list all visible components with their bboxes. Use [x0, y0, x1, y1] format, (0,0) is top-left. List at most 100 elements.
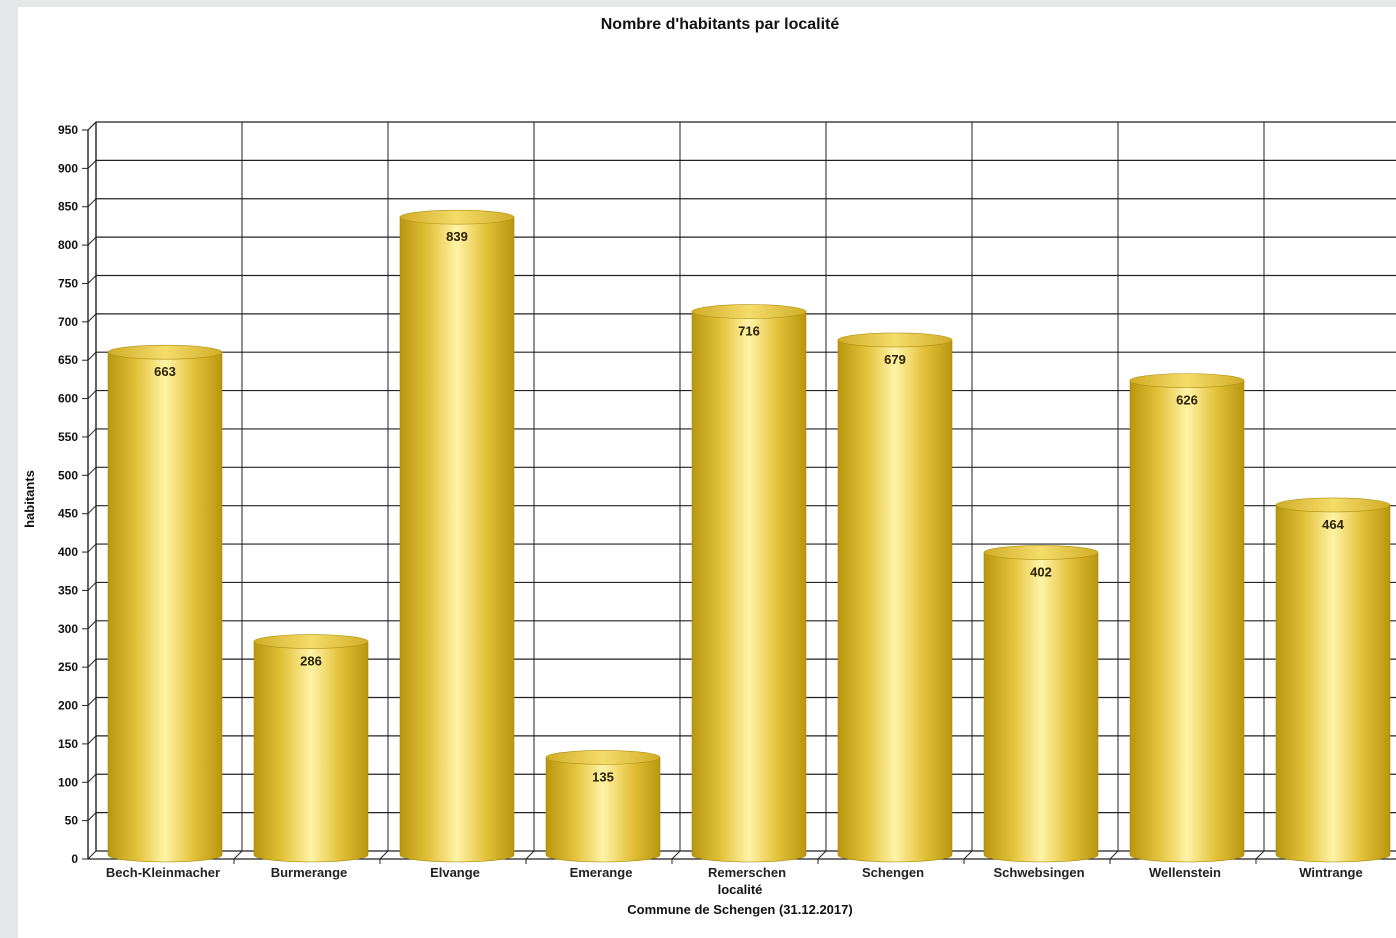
x-tick-label: Remerschen — [708, 865, 786, 880]
y-tick-label: 500 — [58, 468, 78, 482]
bar-cap — [107, 344, 223, 360]
bar-value-label: 464 — [1322, 517, 1344, 532]
labels-layer: 0 50 100 150 200 250 300 350 400 450 500 550 600 650 7… — [58, 123, 1363, 880]
gridline-wall — [87, 812, 97, 821]
gridline-wall — [87, 351, 97, 361]
floor-divider — [525, 850, 535, 860]
floor-divider — [1109, 850, 1119, 860]
bar-schwebsingen — [983, 545, 1099, 863]
bar-remerschen — [691, 304, 807, 863]
bars-layer — [107, 209, 1391, 863]
gridline-wall — [87, 236, 97, 246]
bar-cap — [1129, 373, 1245, 388]
x-tick-label: Wellenstein — [1149, 865, 1221, 880]
floor-divider — [233, 850, 243, 860]
y-tick-label: 250 — [58, 660, 78, 674]
bar-value-label: 679 — [884, 352, 906, 367]
gridline-wall — [87, 620, 97, 630]
x-tick-label: Wintrange — [1299, 865, 1362, 880]
bar-body — [983, 552, 1099, 863]
x-tick-label: Schengen — [862, 865, 924, 880]
bar-body — [399, 216, 515, 863]
bar-cap — [253, 634, 369, 649]
y-axis-label: habitants — [22, 470, 37, 528]
gridline-wall — [87, 658, 97, 668]
y-tick-label: 750 — [58, 276, 78, 290]
bar-body — [1129, 380, 1245, 863]
gridline-wall — [87, 466, 97, 476]
x-tick-label: Schwebsingen — [993, 865, 1084, 880]
bar-body — [1275, 504, 1391, 863]
y-tick-label: 450 — [58, 507, 78, 521]
gridline-wall — [87, 390, 97, 399]
bar-body — [691, 311, 807, 863]
y-tick-label: 150 — [58, 737, 78, 751]
y-tick-label: 650 — [58, 353, 78, 367]
bar-elvange — [399, 209, 515, 863]
y-tick-label: 200 — [58, 699, 78, 713]
x-tick-label: Emerange — [570, 865, 633, 880]
y-tick-label: 700 — [58, 315, 78, 329]
gridline-wall — [87, 198, 97, 208]
wall-top-edge — [87, 121, 97, 131]
x-tick-label: Elvange — [430, 865, 480, 880]
bar-value-label: 286 — [300, 654, 322, 669]
bar-cap — [983, 545, 1099, 560]
bar-body — [107, 351, 223, 863]
y-tick-label: 550 — [58, 430, 78, 444]
y-tick-label: 400 — [58, 545, 78, 559]
gridline-wall — [87, 773, 97, 783]
floor-divider — [671, 850, 681, 860]
bar-bech-kleinmacher — [107, 344, 223, 863]
bar-cap — [691, 304, 807, 319]
y-tick-label: 50 — [65, 814, 79, 828]
bar-emerange — [545, 750, 661, 863]
gridline-wall — [87, 582, 97, 591]
gridline-wall — [87, 735, 97, 745]
floor-divider — [963, 850, 973, 860]
bar-body — [545, 757, 661, 863]
bar-burmerange — [253, 634, 369, 863]
bar-chart: 0 50 100 150 200 250 300 350 400 450 500 550 600 650 7… — [22, 16, 1396, 917]
x-axis-label: localité — [718, 882, 763, 897]
bar-value-label: 716 — [738, 324, 760, 339]
chart-panel: 0 50 100 150 200 250 300 350 400 450 500 550 600 650 7… — [18, 7, 1396, 938]
x-tick-label: Burmerange — [271, 865, 348, 880]
y-tick-label: 900 — [58, 161, 78, 175]
y-tick-label: 350 — [58, 583, 78, 597]
y-tick-label: 0 — [71, 852, 78, 866]
bar-value-label: 839 — [446, 229, 468, 244]
bar-wellenstein — [1129, 373, 1245, 863]
bar-cap — [837, 332, 953, 348]
bar-schengen — [837, 332, 953, 863]
gridline-wall — [87, 505, 97, 515]
gridline-wall — [87, 543, 97, 553]
gridline-wall — [87, 313, 97, 323]
gridline-wall — [87, 697, 97, 706]
bar-cap — [545, 750, 661, 765]
x-tick-label: Bech-Kleinmacher — [106, 865, 220, 880]
y-tick-label: 600 — [58, 392, 78, 406]
chart-subtitle: Commune de Schengen (31.12.2017) — [627, 902, 852, 917]
y-tick-label: 300 — [58, 622, 78, 636]
bar-body — [253, 641, 369, 863]
gridline-wall — [87, 428, 97, 438]
floor-divider — [379, 850, 389, 860]
floor-divider — [1255, 850, 1265, 860]
floor-divider — [817, 850, 827, 860]
bar-value-label: 402 — [1030, 565, 1052, 580]
bar-body — [837, 339, 953, 863]
gridline-wall — [87, 850, 97, 860]
bar-value-label: 663 — [154, 364, 176, 379]
bar-cap — [399, 209, 515, 225]
gridline-wall — [87, 160, 97, 169]
bar-value-label: 135 — [592, 769, 614, 784]
bar-value-label: 626 — [1176, 393, 1198, 408]
bar-cap — [1275, 497, 1391, 513]
y-tick-label: 950 — [58, 123, 78, 137]
chart-title: Nombre d'habitants par localité — [601, 16, 840, 33]
y-tick-label: 100 — [58, 775, 78, 789]
gridline-wall — [87, 275, 97, 284]
y-tick-label: 800 — [58, 238, 78, 252]
y-tick-label: 850 — [58, 200, 78, 214]
